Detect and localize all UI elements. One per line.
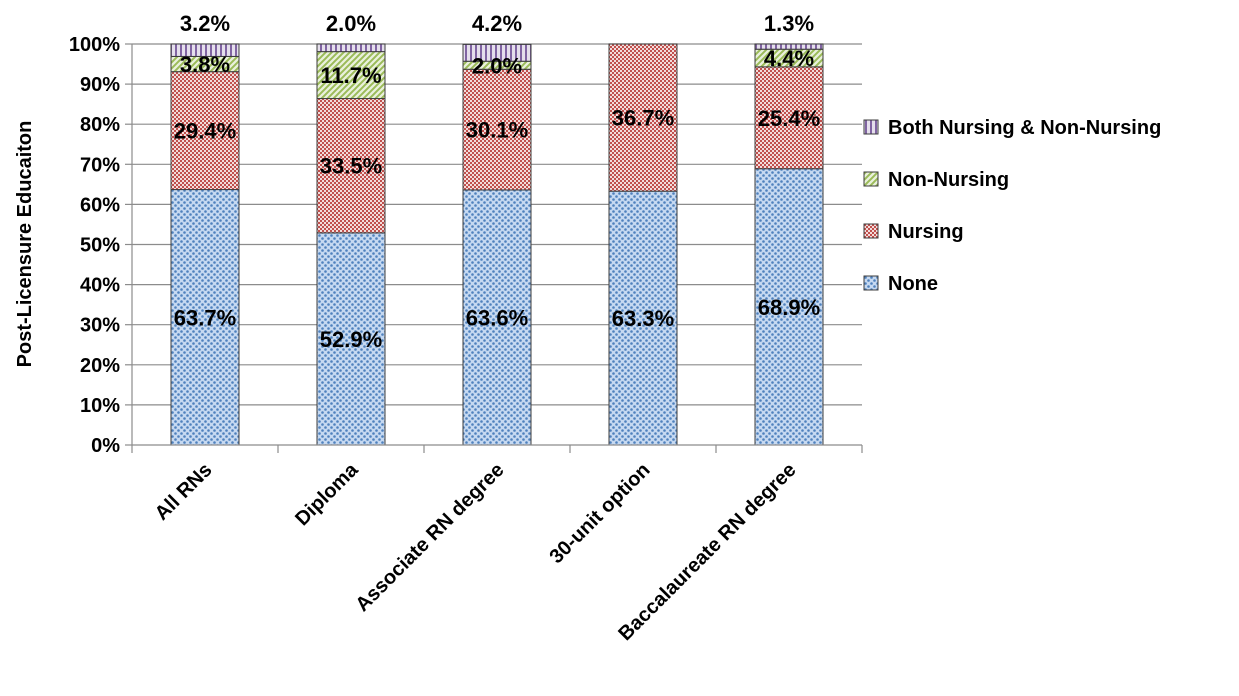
data-label: 29.4% bbox=[174, 119, 236, 144]
bar-segment-non-nursing bbox=[316, 51, 386, 100]
bars bbox=[170, 43, 824, 446]
legend-label: Both Nursing & Non-Nursing bbox=[888, 117, 1161, 139]
bar-segment-none bbox=[170, 189, 240, 446]
x-category-label: Associate RN degree bbox=[352, 459, 509, 616]
y-tick-label: 80% bbox=[80, 114, 120, 136]
legend-label: Nursing bbox=[888, 221, 964, 243]
data-label: 4.4% bbox=[764, 46, 814, 71]
data-label: 63.6% bbox=[466, 305, 528, 330]
x-category-label: Diploma bbox=[291, 458, 363, 530]
y-axis-label: Post-Licensure Educaiton bbox=[14, 121, 36, 368]
legend-label: Non-Nursing bbox=[888, 169, 1009, 191]
y-tick-label: 60% bbox=[80, 194, 120, 216]
legend-swatch bbox=[863, 223, 879, 239]
bar-segment-both-nursing-non-nursing bbox=[170, 43, 240, 57]
data-label: 11.7% bbox=[320, 63, 381, 88]
bar-segment-none bbox=[608, 190, 678, 446]
bar-segment-nursing bbox=[170, 71, 240, 191]
data-label: 3.2% bbox=[180, 11, 230, 36]
bar-segment-nursing bbox=[316, 98, 386, 234]
data-label: 30.1% bbox=[466, 118, 528, 143]
y-tick-label: 40% bbox=[80, 275, 120, 297]
x-category-label: 30-unit option bbox=[545, 459, 654, 568]
legend: Both Nursing & Non-Nursing Non-Nursing Nur… bbox=[863, 117, 1161, 295]
data-label: 4.2% bbox=[472, 11, 522, 36]
legend-swatch bbox=[863, 171, 879, 187]
data-label: 52.9% bbox=[320, 327, 382, 352]
y-axis-ticks: 0% 10% 20% 30% 40% 50% 60% 70% 80% 90% 100% bbox=[69, 34, 132, 457]
y-tick-label: 0% bbox=[91, 435, 120, 457]
y-tick-label: 30% bbox=[80, 315, 120, 337]
data-label: 33.5% bbox=[320, 154, 382, 179]
data-label: 36.7% bbox=[612, 106, 674, 131]
data-label: 2.0% bbox=[472, 53, 522, 78]
bar-segment-both-nursing-non-nursing bbox=[316, 43, 386, 53]
legend-swatch bbox=[863, 119, 879, 135]
data-label: 63.3% bbox=[612, 306, 674, 331]
bar-segment-none bbox=[754, 168, 824, 446]
y-tick-label: 100% bbox=[69, 34, 120, 56]
data-label: 1.3% bbox=[764, 11, 814, 36]
data-label: 2.0% bbox=[326, 11, 376, 36]
data-label: 25.4% bbox=[758, 106, 820, 131]
data-labels: 63.7% 29.4% 3.8% 3.2% 52.9% 33.5% 11.7% 2.0% 63.… bbox=[174, 11, 820, 352]
data-label: 68.9% bbox=[758, 295, 820, 320]
y-tick-label: 70% bbox=[80, 154, 120, 176]
bar-segment-nursing bbox=[608, 43, 678, 192]
axes bbox=[131, 44, 863, 453]
data-label: 63.7% bbox=[174, 305, 236, 330]
x-category-label: All RNs bbox=[151, 459, 217, 525]
legend-swatch bbox=[863, 275, 879, 291]
y-tick-label: 90% bbox=[80, 74, 120, 96]
x-category-label: Baccalaureate RN degree bbox=[614, 459, 800, 645]
bar-segment-both-nursing-non-nursing bbox=[462, 43, 532, 62]
y-tick-label: 20% bbox=[80, 355, 120, 377]
legend-label: None bbox=[888, 273, 938, 295]
bar-segment-nursing bbox=[462, 68, 532, 191]
y-tick-label: 50% bbox=[80, 235, 120, 257]
data-label: 3.8% bbox=[180, 52, 230, 77]
y-tick-label: 10% bbox=[80, 395, 120, 417]
bar-segment-both-nursing-non-nursing bbox=[754, 43, 824, 50]
bar-segment-nursing bbox=[754, 66, 824, 170]
bar-segment-none bbox=[316, 232, 386, 446]
bar-segment-none bbox=[462, 189, 532, 446]
